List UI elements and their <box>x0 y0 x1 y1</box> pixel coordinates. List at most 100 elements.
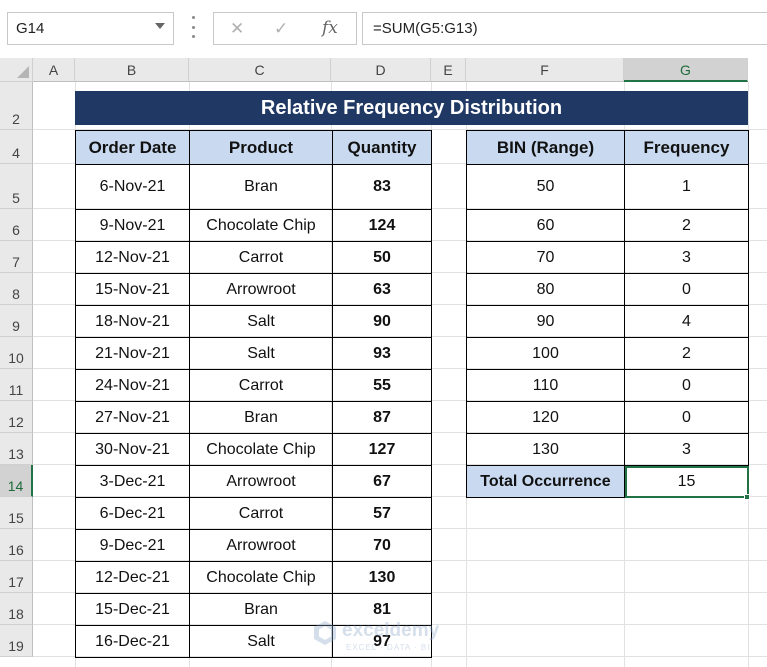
frequency-header-cell[interactable]: Frequency <box>624 130 749 165</box>
column-header-a[interactable]: A <box>33 58 75 82</box>
quantity-cell[interactable]: 127 <box>332 433 432 466</box>
product-cell[interactable]: Bran <box>189 164 333 210</box>
order-date-cell[interactable]: 6-Dec-21 <box>75 497 190 530</box>
column-header-c[interactable]: C <box>189 58 331 82</box>
row-header-9[interactable]: 9 <box>0 305 33 337</box>
select-all-button[interactable] <box>0 58 33 82</box>
product-cell[interactable]: Chocolate Chip <box>189 433 333 466</box>
quantity-cell[interactable]: 83 <box>332 164 432 210</box>
order-date-cell[interactable]: 16-Dec-21 <box>75 625 190 658</box>
row-header-2[interactable]: 2 <box>0 82 33 130</box>
column-header-g[interactable]: G <box>624 58 748 82</box>
bin-cell[interactable]: 90 <box>466 305 625 338</box>
quantity-cell[interactable]: 93 <box>332 337 432 370</box>
product-cell[interactable]: Salt <box>189 305 333 338</box>
order-date-cell[interactable]: 18-Nov-21 <box>75 305 190 338</box>
product-cell[interactable]: Arrowroot <box>189 273 333 306</box>
sheet-title[interactable]: Relative Frequency Distribution <box>75 91 748 125</box>
row-header-6[interactable]: 6 <box>0 209 33 241</box>
row-header-8[interactable]: 8 <box>0 273 33 305</box>
worksheet-grid[interactable]: A B C D E F G 2 4 5 6 7 8 9 10 11 12 13 14 15 16 17 18 19 Relati… <box>0 58 767 667</box>
frequency-cell[interactable]: 1 <box>624 164 749 210</box>
product-cell[interactable]: Carrot <box>189 369 333 402</box>
product-cell[interactable]: Arrowroot <box>189 529 333 562</box>
formula-input[interactable]: =SUM(G5:G13) <box>362 12 767 45</box>
total-occurrence-value[interactable]: 15 <box>624 465 749 498</box>
order-date-cell[interactable]: 15-Nov-21 <box>75 273 190 306</box>
product-cell[interactable]: Arrowroot <box>189 465 333 498</box>
order-date-cell[interactable]: 6-Nov-21 <box>75 164 190 210</box>
total-occurrence-label[interactable]: Total Occurrence <box>466 465 625 498</box>
frequency-cell[interactable]: 0 <box>624 401 749 434</box>
orders-header-cell[interactable]: Product <box>189 130 333 165</box>
quantity-cell[interactable]: 81 <box>332 593 432 626</box>
frequency-cell[interactable]: 2 <box>624 209 749 242</box>
column-header-b[interactable]: B <box>75 58 189 82</box>
frequency-cell[interactable]: 3 <box>624 433 749 466</box>
bin-cell[interactable]: 120 <box>466 401 625 434</box>
bin-cell[interactable]: 50 <box>466 164 625 210</box>
bin-cell[interactable]: 110 <box>466 369 625 402</box>
column-header-f[interactable]: F <box>466 58 624 82</box>
row-header-15[interactable]: 15 <box>0 497 33 529</box>
order-date-cell[interactable]: 12-Nov-21 <box>75 241 190 274</box>
product-cell[interactable]: Carrot <box>189 241 333 274</box>
order-date-cell[interactable]: 24-Nov-21 <box>75 369 190 402</box>
row-header-5[interactable]: 5 <box>0 164 33 209</box>
product-cell[interactable]: Bran <box>189 401 333 434</box>
orders-header-cell[interactable]: Quantity <box>332 130 432 165</box>
order-date-cell[interactable]: 15-Dec-21 <box>75 593 190 626</box>
quantity-cell[interactable]: 124 <box>332 209 432 242</box>
product-cell[interactable]: Chocolate Chip <box>189 561 333 594</box>
order-date-cell[interactable]: 12-Dec-21 <box>75 561 190 594</box>
frequency-cell[interactable]: 0 <box>624 369 749 402</box>
bin-cell[interactable]: 100 <box>466 337 625 370</box>
row-header-19[interactable]: 19 <box>0 625 33 657</box>
bin-cell[interactable]: 80 <box>466 273 625 306</box>
frequency-cell[interactable]: 2 <box>624 337 749 370</box>
quantity-cell[interactable]: 90 <box>332 305 432 338</box>
row-header-4[interactable]: 4 <box>0 130 33 164</box>
name-box[interactable]: G14 <box>7 12 174 45</box>
quantity-cell[interactable]: 50 <box>332 241 432 274</box>
fill-handle[interactable] <box>744 494 750 500</box>
row-header-17[interactable]: 17 <box>0 561 33 593</box>
formula-text[interactable]: =SUM(G5:G13) <box>373 20 478 37</box>
bin-cell[interactable]: 60 <box>466 209 625 242</box>
quantity-cell[interactable]: 67 <box>332 465 432 498</box>
quantity-cell[interactable]: 87 <box>332 401 432 434</box>
quantity-cell[interactable]: 63 <box>332 273 432 306</box>
row-header-13[interactable]: 13 <box>0 433 33 465</box>
quantity-cell[interactable]: 55 <box>332 369 432 402</box>
row-header-18[interactable]: 18 <box>0 593 33 625</box>
column-header-e[interactable]: E <box>431 58 466 82</box>
quantity-cell[interactable]: 57 <box>332 497 432 530</box>
order-date-cell[interactable]: 21-Nov-21 <box>75 337 190 370</box>
order-date-cell[interactable]: 9-Dec-21 <box>75 529 190 562</box>
product-cell[interactable]: Salt <box>189 625 333 658</box>
orders-header-cell[interactable]: Order Date <box>75 130 190 165</box>
enter-icon[interactable]: ✓ <box>274 19 289 39</box>
bin-cell[interactable]: 70 <box>466 241 625 274</box>
frequency-header-cell[interactable]: BIN (Range) <box>466 130 625 165</box>
order-date-cell[interactable]: 3-Dec-21 <box>75 465 190 498</box>
cancel-icon[interactable]: ✕ <box>230 19 245 39</box>
row-header-16[interactable]: 16 <box>0 529 33 561</box>
chevron-down-icon[interactable] <box>155 23 165 29</box>
order-date-cell[interactable]: 9-Nov-21 <box>75 209 190 242</box>
product-cell[interactable]: Carrot <box>189 497 333 530</box>
row-header-10[interactable]: 10 <box>0 337 33 369</box>
quantity-cell[interactable]: 70 <box>332 529 432 562</box>
name-box-value[interactable]: G14 <box>16 20 45 37</box>
insert-function-icon[interactable]: fx <box>322 18 338 38</box>
bin-cell[interactable]: 130 <box>466 433 625 466</box>
product-cell[interactable]: Chocolate Chip <box>189 209 333 242</box>
product-cell[interactable]: Salt <box>189 337 333 370</box>
row-header-11[interactable]: 11 <box>0 369 33 401</box>
order-date-cell[interactable]: 30-Nov-21 <box>75 433 190 466</box>
row-header-12[interactable]: 12 <box>0 401 33 433</box>
column-header-d[interactable]: D <box>331 58 431 82</box>
quantity-cell[interactable]: 97 <box>332 625 432 658</box>
frequency-cell[interactable]: 0 <box>624 273 749 306</box>
row-header-7[interactable]: 7 <box>0 241 33 273</box>
